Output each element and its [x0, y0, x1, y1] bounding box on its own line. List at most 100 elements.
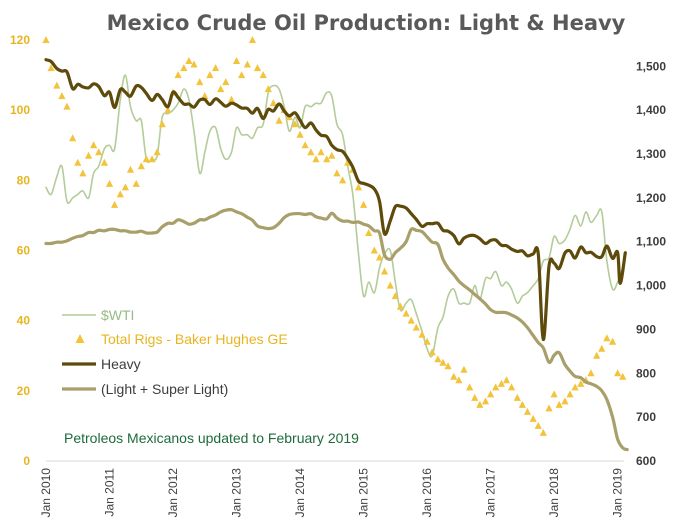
rig-count-point — [561, 397, 569, 405]
rig-count-point — [603, 334, 611, 342]
rig-count-point — [439, 358, 447, 366]
legend-label: $WTI — [101, 307, 134, 323]
rig-count-point — [323, 155, 331, 163]
rig-count-point — [428, 348, 436, 356]
rig-count-point — [577, 379, 585, 387]
rig-count-point — [466, 383, 474, 391]
rig-count-point — [217, 85, 225, 93]
rig-count-point — [110, 200, 119, 208]
rig-count-point — [232, 57, 241, 65]
rig-count-point — [444, 362, 452, 370]
right-tick-label: 1,300 — [636, 147, 666, 161]
legend-item: Total Rigs - Baker Hughes GE — [75, 331, 288, 347]
rig-count-point — [487, 390, 495, 398]
rig-count-point — [248, 36, 257, 43]
rig-count-point — [190, 60, 198, 68]
rig-count-point — [354, 183, 363, 191]
rig-count-point — [365, 228, 373, 236]
x-tick-label: Jan 2010 — [39, 468, 53, 518]
rig-count-point — [196, 78, 204, 86]
rig-count-point — [328, 151, 336, 159]
rig-count-point — [518, 400, 526, 408]
rig-count-point — [481, 397, 490, 405]
rig-count-point — [227, 95, 236, 103]
x-tick-label: Jan 2016 — [420, 468, 434, 518]
rig-count-point — [95, 148, 103, 156]
series-line-light-super-light — [44, 207, 629, 452]
rig-count-point — [137, 162, 145, 170]
left-tick-label: 100 — [10, 103, 30, 117]
rig-count-point — [100, 158, 109, 166]
rig-count-point — [269, 99, 277, 107]
source-note: Petroleos Mexicanos updated to February … — [64, 430, 359, 446]
rig-count-point — [185, 57, 193, 65]
rig-count-point — [174, 71, 182, 79]
rig-count-point — [148, 155, 156, 163]
x-tick-label: Jan 2011 — [103, 468, 117, 517]
rig-count-point — [47, 64, 55, 72]
rig-count-point — [455, 376, 463, 384]
legend-swatch — [75, 334, 85, 343]
rig-count-point — [69, 134, 77, 142]
rig-count-point — [375, 253, 384, 261]
rig-count-point — [370, 246, 378, 254]
rig-count-point — [571, 383, 579, 391]
rig-count-point — [121, 183, 129, 191]
right-tick-label: 1,000 — [636, 279, 666, 293]
rig-count-point — [84, 151, 93, 159]
left-tick-label: 20 — [17, 384, 31, 398]
right-tick-label: 1,100 — [636, 235, 666, 249]
rig-count-point — [116, 190, 124, 198]
left-tick-label: 0 — [23, 454, 30, 468]
rig-count-point — [253, 64, 262, 72]
rig-count-point — [180, 64, 188, 72]
left-axis-ticks: 0 20 40 60 80 100 120 — [10, 33, 30, 468]
rig-count-point — [153, 148, 161, 156]
rig-count-point — [42, 36, 50, 43]
rig-count-point — [418, 330, 426, 338]
rig-count-point — [259, 71, 267, 79]
x-axis-ticks: Jan 2010 Jan 2011 Jan 2012 Jan 2013 Jan 2014… — [39, 468, 625, 518]
right-tick-label: 900 — [636, 322, 656, 336]
rig-count-point — [275, 116, 283, 124]
rig-count-point — [222, 78, 230, 86]
rig-count-point — [307, 148, 315, 156]
chart-title: Mexico Crude Oil Production: Light & Hea… — [107, 11, 626, 35]
rig-count-point — [79, 169, 87, 177]
legend-item: $WTI — [62, 307, 134, 323]
rig-count-point — [142, 155, 150, 163]
right-tick-label: 1,400 — [636, 103, 666, 117]
rig-count-point — [301, 141, 309, 149]
x-tick-label: Jan 2014 — [293, 468, 307, 518]
rig-count-point — [513, 393, 521, 401]
legend-label: Total Rigs - Baker Hughes GE — [101, 331, 288, 347]
x-tick-label: Jan 2017 — [484, 468, 498, 518]
rig-count-point — [238, 71, 246, 79]
rig-count-point — [497, 379, 506, 387]
legend: $WTI Total Rigs - Baker Hughes GE Heavy (Li… — [62, 307, 288, 397]
rig-count-point — [593, 351, 601, 359]
rig-count-point — [407, 316, 415, 324]
rig-count-point — [476, 400, 484, 408]
rig-count-point — [63, 102, 71, 110]
left-tick-label: 80 — [17, 173, 31, 187]
rig-count-point — [105, 179, 114, 187]
rig-count-point — [164, 106, 172, 114]
rig-count-point — [90, 141, 98, 149]
rig-count-point — [608, 337, 617, 345]
x-tick-label: Jan 2012 — [166, 468, 180, 518]
rig-count-point — [132, 179, 140, 187]
rig-count-point — [412, 323, 420, 331]
rig-count-point — [201, 92, 209, 100]
rig-count-point — [539, 428, 547, 436]
rig-count-point — [450, 372, 458, 380]
rig-count-point — [333, 169, 341, 177]
rig-count-point — [550, 390, 558, 398]
rig-count-point — [587, 369, 595, 377]
rig-count-point — [492, 383, 500, 391]
right-axis-ticks: 600 700 800 900 1,000 1,100 1,200 1,300 1,400 1,5… — [636, 59, 666, 468]
right-tick-label: 1,500 — [636, 59, 666, 73]
right-tick-label: 700 — [636, 410, 656, 424]
rig-count-point — [74, 158, 82, 166]
rig-count-point — [619, 372, 627, 380]
